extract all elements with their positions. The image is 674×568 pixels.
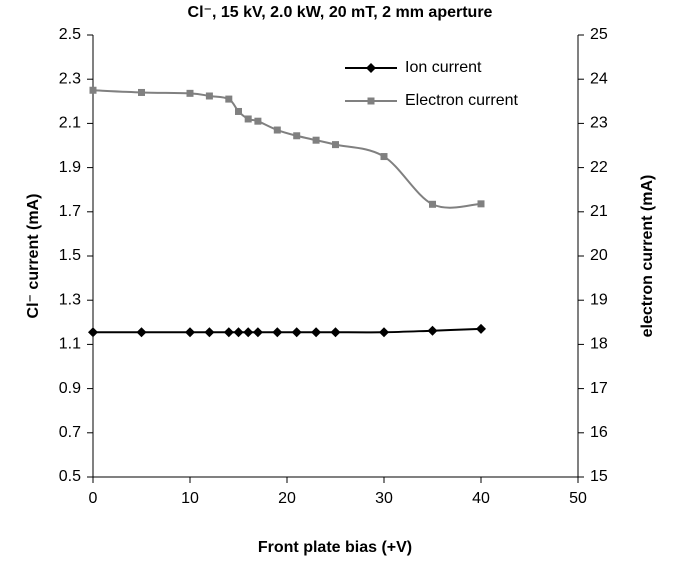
y2-tick-label: 25 — [590, 26, 608, 43]
y2-tick-label: 24 — [590, 70, 608, 87]
chart-title: Cl⁻, 15 kV, 2.0 kW, 20 mT, 2 mm aperture — [188, 4, 493, 21]
marker — [136, 327, 147, 338]
marker — [476, 323, 486, 334]
y-tick-label: 2.3 — [59, 70, 81, 87]
y-tick-label: 2.5 — [59, 26, 81, 43]
marker — [235, 107, 242, 115]
marker — [252, 327, 263, 338]
marker — [477, 200, 485, 208]
y-tick-label: 1.9 — [59, 159, 81, 176]
x-tick-label: 0 — [89, 490, 98, 507]
marker — [243, 327, 254, 338]
marker — [379, 327, 389, 338]
y2-tick-label: 19 — [590, 291, 608, 308]
marker — [205, 92, 213, 100]
marker — [332, 141, 339, 149]
y2-axis-label: electron current (mA) — [639, 175, 656, 338]
y2-tick-label: 22 — [590, 159, 608, 176]
series-line — [93, 327, 482, 334]
y-axis-label: Cl⁻ current (mA) — [25, 194, 42, 319]
y-tick-label: 0.7 — [59, 424, 81, 441]
marker — [429, 200, 436, 208]
marker — [89, 86, 97, 94]
x-tick-label: 20 — [278, 490, 296, 507]
marker — [366, 63, 376, 73]
marker — [272, 327, 283, 338]
marker — [186, 89, 194, 97]
marker — [233, 327, 244, 338]
marker — [427, 325, 438, 336]
legend-label: Electron current — [405, 92, 518, 109]
marker — [380, 153, 388, 161]
marker — [225, 95, 233, 103]
marker — [88, 327, 98, 338]
y2-tick-label: 15 — [590, 468, 608, 485]
marker — [244, 115, 252, 123]
y-tick-label: 1.1 — [59, 336, 81, 353]
y2-tick-label: 20 — [590, 247, 608, 264]
marker — [293, 132, 301, 140]
x-axis-label: Front plate bias (+V) — [258, 539, 412, 556]
marker — [138, 88, 145, 96]
marker — [185, 327, 195, 338]
y-tick-label: 1.7 — [59, 203, 81, 220]
x-tick-label: 50 — [569, 490, 587, 507]
marker — [330, 327, 341, 338]
y2-tick-label: 17 — [590, 380, 608, 397]
y-tick-label: 1.3 — [59, 291, 81, 308]
y2-tick-label: 18 — [590, 336, 608, 353]
x-tick-label: 10 — [181, 490, 199, 507]
marker — [312, 136, 320, 144]
legend-label: Ion current — [405, 59, 482, 76]
y2-tick-label: 16 — [590, 424, 608, 441]
marker — [254, 117, 262, 125]
marker — [311, 327, 322, 338]
y2-tick-label: 21 — [590, 203, 608, 220]
x-tick-label: 40 — [472, 490, 490, 507]
y-tick-label: 0.5 — [59, 468, 81, 485]
y-tick-label: 1.5 — [59, 247, 81, 264]
y-tick-label: 2.1 — [59, 115, 81, 132]
marker — [367, 97, 375, 105]
marker — [223, 327, 234, 338]
y-tick-label: 0.9 — [59, 380, 81, 397]
x-tick-label: 30 — [375, 490, 393, 507]
marker — [291, 327, 302, 338]
marker — [204, 327, 215, 338]
y2-tick-label: 23 — [590, 115, 608, 132]
marker — [273, 126, 281, 134]
